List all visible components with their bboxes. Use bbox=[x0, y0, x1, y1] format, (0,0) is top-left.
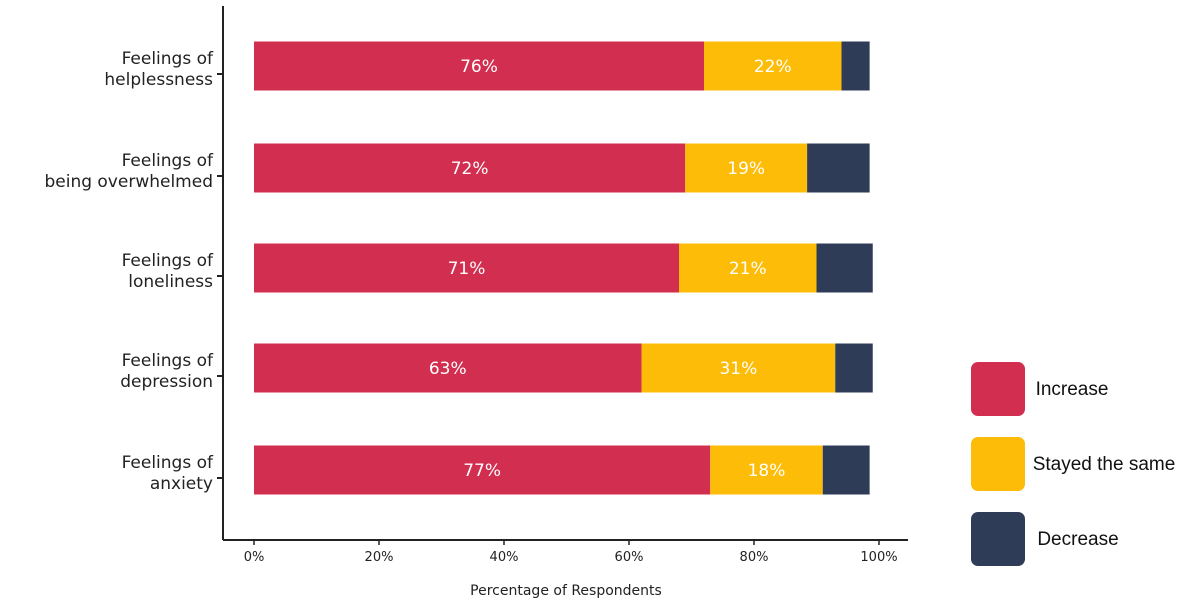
bar-decrease-3 bbox=[835, 343, 873, 393]
data-label: 19% bbox=[727, 159, 765, 179]
legend-swatch bbox=[971, 362, 1025, 416]
data-label: 18% bbox=[748, 461, 786, 481]
category-label: loneliness bbox=[128, 272, 213, 292]
legend-swatch bbox=[971, 512, 1025, 566]
category-label: helplessness bbox=[104, 70, 213, 90]
legend-label: Decrease bbox=[1037, 529, 1118, 550]
bar-increase-3 bbox=[254, 343, 642, 393]
bar-stayed-same-4 bbox=[710, 445, 823, 495]
category-label: Feelings of bbox=[122, 351, 214, 371]
bar-increase-0 bbox=[254, 41, 704, 91]
data-label: 71% bbox=[448, 259, 486, 279]
data-label: 72% bbox=[451, 159, 489, 179]
category-label: Feelings of bbox=[122, 49, 214, 69]
data-label: 31% bbox=[719, 359, 757, 379]
data-label: 76% bbox=[460, 57, 498, 77]
x-axis-title: Percentage of Respondents bbox=[470, 583, 662, 599]
bar-stayed-same-2 bbox=[679, 243, 817, 293]
x-tick-label: 0% bbox=[244, 550, 265, 565]
legend-swatch bbox=[971, 437, 1025, 491]
bar-stayed-same-3 bbox=[641, 343, 836, 393]
legend-label: Stayed the same bbox=[1033, 454, 1176, 475]
bar-decrease-4 bbox=[822, 445, 870, 495]
bar-decrease-2 bbox=[816, 243, 873, 293]
bar-stayed-same-1 bbox=[685, 143, 808, 193]
bar-decrease-1 bbox=[807, 143, 870, 193]
category-label: being overwhelmed bbox=[44, 172, 213, 192]
category-label: Feelings of bbox=[122, 453, 214, 473]
bar-increase-4 bbox=[254, 445, 711, 495]
category-label: anxiety bbox=[150, 474, 213, 494]
data-label: 22% bbox=[754, 57, 792, 77]
x-tick-label: 40% bbox=[490, 550, 519, 565]
legend-label: Increase bbox=[1036, 379, 1109, 400]
x-tick-label: 20% bbox=[365, 550, 394, 565]
data-label: 63% bbox=[429, 359, 467, 379]
category-label: Feelings of bbox=[122, 151, 214, 171]
bar-decrease-0 bbox=[841, 41, 870, 91]
x-tick-label: 80% bbox=[740, 550, 769, 565]
category-label: depression bbox=[120, 372, 213, 392]
bar-increase-2 bbox=[254, 243, 679, 293]
bar-increase-1 bbox=[254, 143, 686, 193]
data-label: 21% bbox=[729, 259, 767, 279]
x-tick-label: 60% bbox=[615, 550, 644, 565]
data-label: 77% bbox=[463, 461, 501, 481]
category-label: Feelings of bbox=[122, 251, 214, 271]
x-tick-label: 100% bbox=[860, 550, 897, 565]
bar-stayed-same-0 bbox=[704, 41, 842, 91]
